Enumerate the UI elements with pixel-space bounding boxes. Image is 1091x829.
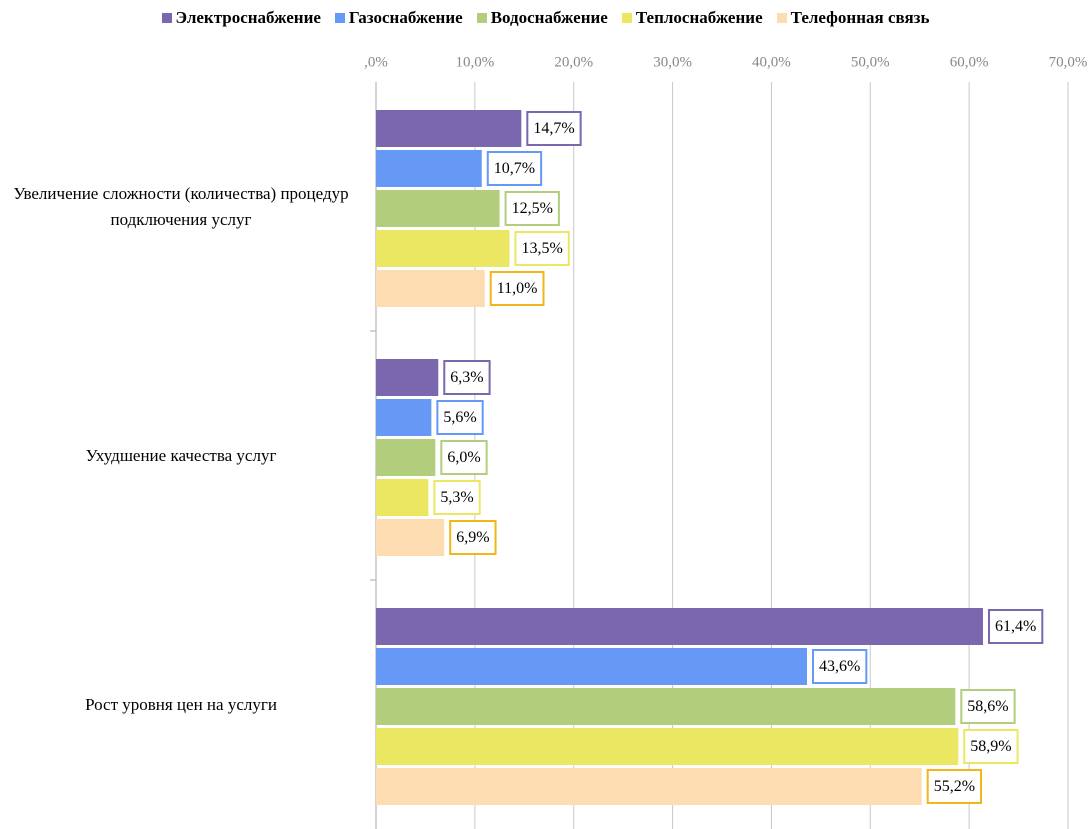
data-label: 6,3% [443,360,491,395]
data-label-text: 61,4% [995,618,1036,635]
bar [376,190,500,227]
data-label-text: 55,2% [934,778,975,795]
x-tick-label: ,0% [364,54,388,70]
bar [376,230,510,267]
data-label-box [486,151,543,186]
data-label-box [440,440,488,475]
category-label: Увеличение сложности (количества) процед… [13,183,349,229]
x-tick-label: 40,0% [752,54,791,70]
legend-label: Телефонная связь [790,8,930,27]
data-label-box [449,520,497,555]
category-label: Рост уровня цен на услуги [85,694,277,714]
data-label-text: 6,0% [447,449,480,466]
data-label: 6,9% [449,520,497,555]
data-label-box [960,689,1016,724]
data-label-text: 5,3% [440,489,473,506]
data-label: 55,2% [926,769,983,804]
data-label-box [504,191,560,226]
bar [376,688,956,725]
category-label: Ухудшение качества услуг [85,445,277,465]
x-tick-label: 50,0% [851,54,890,70]
data-label: 5,3% [433,480,481,515]
data-label-text: 6,3% [450,369,483,386]
bar [376,728,959,765]
legend-item: Телефонная связь [776,8,930,28]
legend: Электроснабжение Газоснабжение Водоснабжен… [0,8,1091,28]
data-label-text: 11,0% [497,280,538,297]
legend-item: Теплоснабжение [621,8,763,28]
data-label-box [963,729,1019,764]
data-label: 12,5% [504,191,560,226]
data-label-text: 5,6% [443,409,476,426]
data-label: 14,7% [526,111,582,146]
legend-swatch [621,13,632,23]
bar [376,608,983,645]
x-tick-label: 60,0% [950,54,989,70]
data-label: 6,0% [440,440,488,475]
bar [376,399,432,436]
legend-swatch [476,13,487,23]
data-label: 10,7% [486,151,543,186]
x-tick-label: 70,0% [1049,54,1088,70]
bar [376,519,445,556]
data-label-text: 10,7% [494,160,535,177]
legend-label: Водоснабжение [490,8,608,27]
data-label: 43,6% [812,649,868,684]
data-label: 13,5% [514,231,570,266]
bar [376,479,429,516]
data-label-box [926,769,983,804]
bar [376,648,808,685]
bar [376,110,522,147]
data-label-box [489,271,545,306]
legend-swatch [161,13,172,23]
data-label: 61,4% [987,609,1044,644]
data-label-text: 13,5% [521,240,562,257]
x-tick-label: 20,0% [554,54,593,70]
x-tick-label: 10,0% [455,54,494,70]
data-label: 5,6% [436,400,484,435]
data-label: 58,6% [960,689,1016,724]
data-label-text: 58,6% [967,698,1008,715]
data-label-box [987,609,1044,644]
legend-item: Газоснабжение [334,8,463,28]
data-label-box [436,400,484,435]
data-label-text: 6,9% [456,529,489,546]
legend-swatch [334,13,345,23]
data-label-text: 12,5% [512,200,553,217]
data-label: 58,9% [963,729,1019,764]
x-tick-label: 30,0% [653,54,692,70]
bar [376,768,922,805]
legend-label: Электроснабжение [175,8,321,27]
data-label-text: 58,9% [970,738,1011,755]
data-label-box [443,360,491,395]
data-label-box [812,649,868,684]
bar [376,150,482,187]
data-label: 11,0% [489,271,545,306]
data-label-box [526,111,582,146]
data-label-text: 14,7% [533,120,574,137]
bar [376,439,436,476]
legend-swatch [776,13,787,23]
data-label-text: 43,6% [819,658,860,675]
legend-label: Теплоснабжение [635,8,763,27]
bar [376,270,485,307]
bar [376,359,439,396]
legend-item: Электроснабжение [161,8,321,28]
data-label-box [514,231,570,266]
legend-label: Газоснабжение [348,8,463,27]
legend-item: Водоснабжение [476,8,608,28]
data-label-box [433,480,481,515]
